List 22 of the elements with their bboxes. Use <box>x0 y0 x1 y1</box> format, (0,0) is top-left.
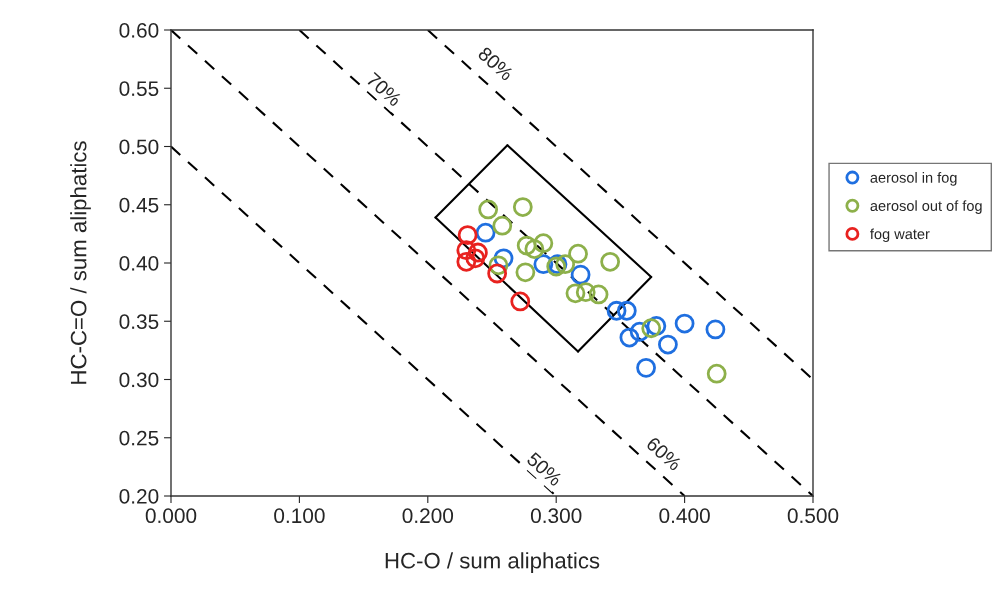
y-tick-label: 0.45 <box>119 197 159 213</box>
x-tick-label: 0.300 <box>530 508 582 524</box>
x-tick-label: 0.400 <box>659 508 710 524</box>
annotation: 80% <box>477 46 515 82</box>
y-tick-label: 0.50 <box>119 139 159 155</box>
x-tick-label: 0.500 <box>787 508 839 524</box>
y-tick-label: 0.25 <box>119 430 159 446</box>
x-axis-title: HC-O / sum aliphatics <box>385 552 600 573</box>
y-tick-label: 0.55 <box>119 81 159 96</box>
legend-label: aerosol in fog <box>870 172 957 186</box>
y-tick-label: 0.35 <box>119 314 159 329</box>
annotation: 60% <box>645 436 683 472</box>
y-tick-label: 0.30 <box>119 372 159 388</box>
x-tick-label: 0.000 <box>145 508 197 524</box>
y-axis-title: HC-C=O / sum aliphatics <box>70 141 91 384</box>
y-tick-label: 0.40 <box>119 256 159 271</box>
x-tick-label: 0.200 <box>402 508 454 524</box>
y-tick-label: 0.60 <box>119 23 159 38</box>
legend-label: aerosol out of fog <box>870 200 982 214</box>
x-tick-label: 0.100 <box>274 508 325 524</box>
legend-label: fog water <box>870 228 930 243</box>
y-tick-label: 0.20 <box>119 489 159 504</box>
